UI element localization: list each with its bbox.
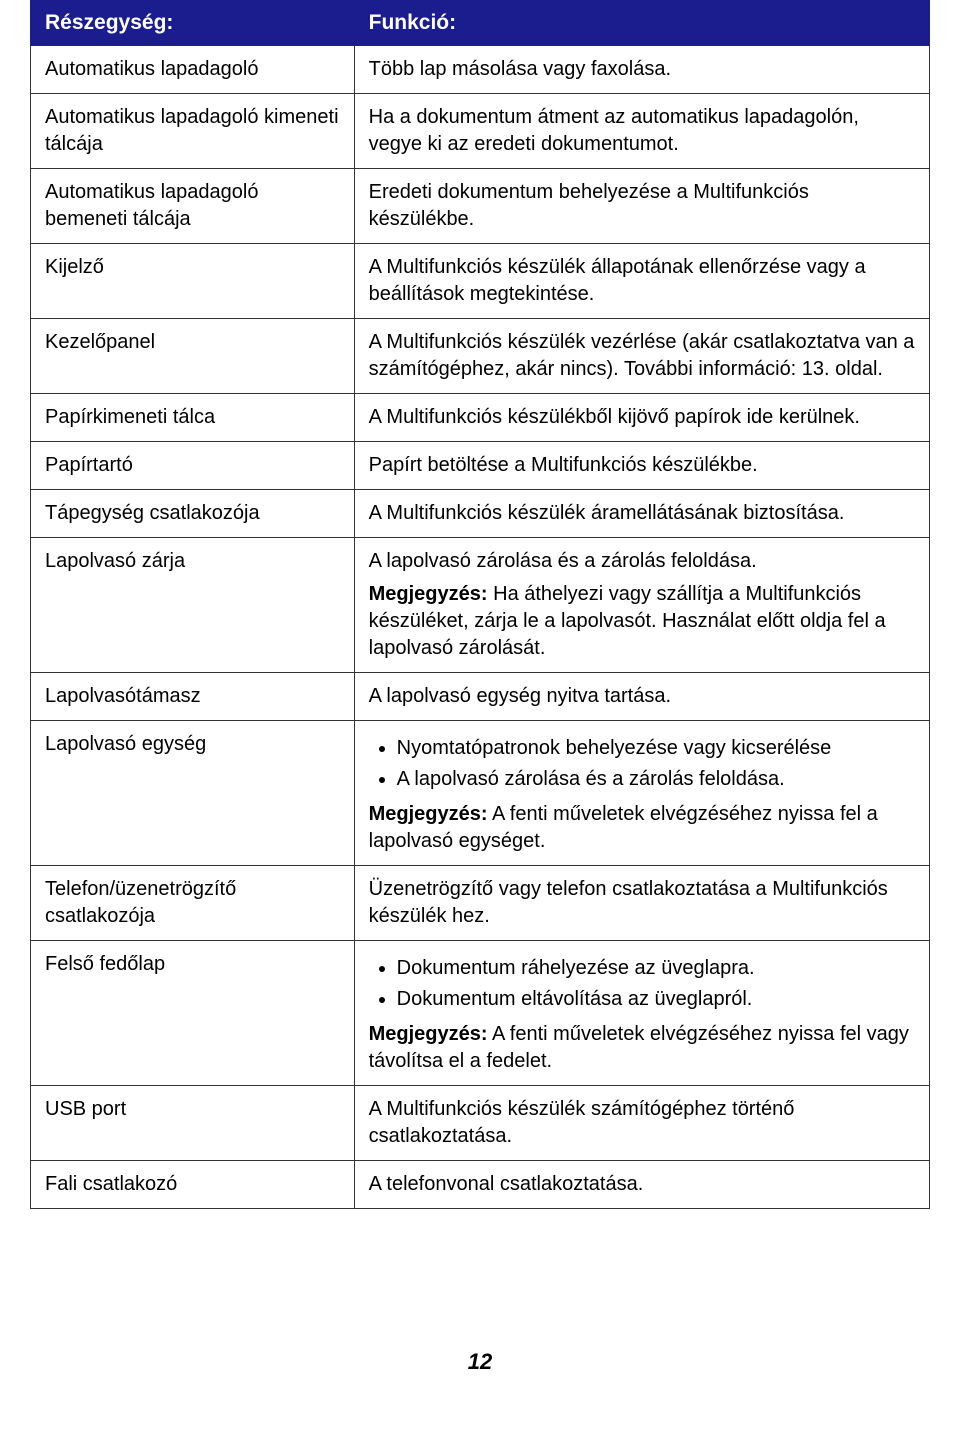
- table-row: Papírtartó Papírt betöltése a Multifunkc…: [31, 442, 930, 490]
- parts-function-table: Részegység: Funkció: Automatikus lapadag…: [30, 0, 930, 1209]
- table-row: Automatikus lapadagoló Több lap másolása…: [31, 46, 930, 94]
- table-row: Automatikus lapadagoló kimeneti tálcája …: [31, 94, 930, 169]
- part-cell: Lapolvasó egység: [31, 721, 355, 866]
- part-cell: Lapolvasótámasz: [31, 673, 355, 721]
- func-cell: A lapolvasó zárolása és a zárolás felold…: [354, 538, 929, 673]
- part-cell: Papírkimeneti tálca: [31, 394, 355, 442]
- note-label: Megjegyzés:: [369, 1023, 488, 1045]
- func-cell: Dokumentum ráhelyezése az üveglapra. Dok…: [354, 941, 929, 1086]
- table-row: USB port A Multifunkciós készülék számít…: [31, 1086, 930, 1161]
- func-cell: Papírt betöltése a Multifunkciós készülé…: [354, 442, 929, 490]
- note-label: Megjegyzés:: [369, 803, 488, 825]
- table-row: Tápegység csatlakozója A Multifunkciós k…: [31, 490, 930, 538]
- part-cell: Automatikus lapadagoló bemeneti tálcája: [31, 169, 355, 244]
- table-row: Papírkimeneti tálca A Multifunkciós kész…: [31, 394, 930, 442]
- list-item: A lapolvasó zárolása és a zárolás felold…: [397, 766, 915, 793]
- part-cell: Kijelző: [31, 244, 355, 319]
- note-block: Megjegyzés: A fenti műveletek elvégzéséh…: [369, 801, 915, 855]
- part-cell: Automatikus lapadagoló: [31, 46, 355, 94]
- func-cell: Nyomtatópatronok behelyezése vagy kicser…: [354, 721, 929, 866]
- part-cell: Lapolvasó zárja: [31, 538, 355, 673]
- list-item: Dokumentum ráhelyezése az üveglapra.: [397, 955, 915, 982]
- note-label: Megjegyzés:: [369, 583, 488, 605]
- table-row: Felső fedőlap Dokumentum ráhelyezése az …: [31, 941, 930, 1086]
- func-cell: A lapolvasó egység nyitva tartása.: [354, 673, 929, 721]
- part-cell: Tápegység csatlakozója: [31, 490, 355, 538]
- func-cell: A Multifunkciós készülék áramellátásának…: [354, 490, 929, 538]
- func-cell: Üzenetrögzítő vagy telefon csatlakoztatá…: [354, 866, 929, 941]
- part-cell: Fali csatlakozó: [31, 1161, 355, 1209]
- table-row: Lapolvasótámasz A lapolvasó egység nyitv…: [31, 673, 930, 721]
- part-cell: Automatikus lapadagoló kimeneti tálcája: [31, 94, 355, 169]
- table-row: Fali csatlakozó A telefonvonal csatlakoz…: [31, 1161, 930, 1209]
- part-cell: Kezelőpanel: [31, 319, 355, 394]
- part-cell: Papírtartó: [31, 442, 355, 490]
- list-item: Nyomtatópatronok behelyezése vagy kicser…: [397, 735, 915, 762]
- part-cell: Felső fedőlap: [31, 941, 355, 1086]
- func-cell: A Multifunkciós készülékből kijövő papír…: [354, 394, 929, 442]
- table-header-row: Részegység: Funkció:: [31, 1, 930, 46]
- func-cell: Eredeti dokumentum behelyezése a Multifu…: [354, 169, 929, 244]
- table-row: Kezelőpanel A Multifunkciós készülék vez…: [31, 319, 930, 394]
- func-cell: A Multifunkciós készülék állapotának ell…: [354, 244, 929, 319]
- page-number: 12: [30, 1349, 930, 1375]
- bullet-list: Nyomtatópatronok behelyezése vagy kicser…: [369, 735, 915, 793]
- func-cell: A Multifunkciós készülék számítógéphez t…: [354, 1086, 929, 1161]
- func-cell: Több lap másolása vagy faxolása.: [354, 46, 929, 94]
- func-cell: Ha a dokumentum átment az automatikus la…: [354, 94, 929, 169]
- bullet-list: Dokumentum ráhelyezése az üveglapra. Dok…: [369, 955, 915, 1013]
- header-function: Funkció:: [354, 1, 929, 46]
- part-cell: USB port: [31, 1086, 355, 1161]
- note-block: Megjegyzés: A fenti műveletek elvégzéséh…: [369, 1021, 915, 1075]
- func-cell: A telefonvonal csatlakoztatása.: [354, 1161, 929, 1209]
- list-item: Dokumentum eltávolítása az üveglapról.: [397, 986, 915, 1013]
- note-block: Megjegyzés: Ha áthelyezi vagy szállítja …: [369, 581, 915, 662]
- table-row: Telefon/üzenetrögzítő csatlakozója Üzene…: [31, 866, 930, 941]
- table-row: Lapolvasó zárja A lapolvasó zárolása és …: [31, 538, 930, 673]
- table-row: Automatikus lapadagoló bemeneti tálcája …: [31, 169, 930, 244]
- table-row: Kijelző A Multifunkciós készülék állapot…: [31, 244, 930, 319]
- part-cell: Telefon/üzenetrögzítő csatlakozója: [31, 866, 355, 941]
- func-line: A lapolvasó zárolása és a zárolás felold…: [369, 550, 757, 572]
- func-cell: A Multifunkciós készülék vezérlése (akár…: [354, 319, 929, 394]
- table-row: Lapolvasó egység Nyomtatópatronok behely…: [31, 721, 930, 866]
- header-part: Részegység:: [31, 1, 355, 46]
